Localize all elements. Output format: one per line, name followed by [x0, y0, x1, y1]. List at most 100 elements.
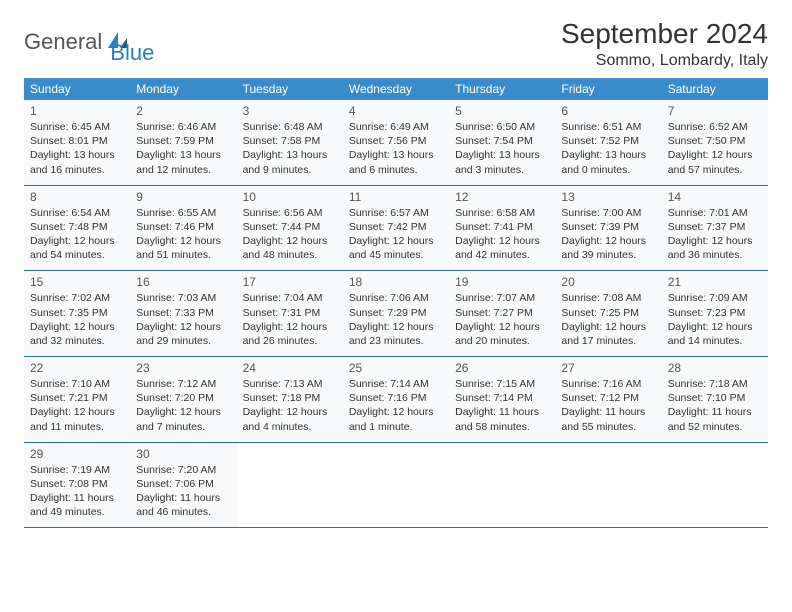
sunrise-line: Sunrise: 6:54 AM — [30, 206, 124, 220]
day-header-tue: Tuesday — [237, 78, 343, 100]
sunrise-line: Sunrise: 7:20 AM — [136, 463, 230, 477]
daylight-line: and 57 minutes. — [668, 163, 762, 177]
day-number: 30 — [136, 447, 230, 461]
empty-cell — [449, 442, 555, 528]
daylight-line: Daylight: 12 hours — [455, 234, 549, 248]
sunrise-line: Sunrise: 7:19 AM — [30, 463, 124, 477]
day-number: 24 — [243, 361, 337, 375]
day-cell: 16Sunrise: 7:03 AMSunset: 7:33 PMDayligh… — [130, 271, 236, 357]
daylight-line: and 32 minutes. — [30, 334, 124, 348]
day-cell: 19Sunrise: 7:07 AMSunset: 7:27 PMDayligh… — [449, 271, 555, 357]
sunset-line: Sunset: 7:33 PM — [136, 306, 230, 320]
day-number: 28 — [668, 361, 762, 375]
day-number: 29 — [30, 447, 124, 461]
day-cell: 11Sunrise: 6:57 AMSunset: 7:42 PMDayligh… — [343, 185, 449, 271]
sunrise-line: Sunrise: 6:48 AM — [243, 120, 337, 134]
day-number: 7 — [668, 104, 762, 118]
day-number: 11 — [349, 190, 443, 204]
empty-cell — [555, 442, 661, 528]
day-number: 15 — [30, 275, 124, 289]
week-row: 15Sunrise: 7:02 AMSunset: 7:35 PMDayligh… — [24, 271, 768, 357]
daylight-line: Daylight: 11 hours — [668, 405, 762, 419]
day-cell: 5Sunrise: 6:50 AMSunset: 7:54 PMDaylight… — [449, 100, 555, 185]
day-cell: 30Sunrise: 7:20 AMSunset: 7:06 PMDayligh… — [130, 442, 236, 528]
sunset-line: Sunset: 7:23 PM — [668, 306, 762, 320]
daylight-line: and 51 minutes. — [136, 248, 230, 262]
daylight-line: and 45 minutes. — [349, 248, 443, 262]
sunset-line: Sunset: 7:10 PM — [668, 391, 762, 405]
brand-text-1: General — [24, 29, 102, 55]
day-number: 26 — [455, 361, 549, 375]
sunset-line: Sunset: 7:54 PM — [455, 134, 549, 148]
month-title: September 2024 — [561, 18, 768, 50]
week-row: 29 Sunrise: 7:19 AMSunset: 7:08 PM Dayligh… — [24, 442, 768, 528]
sunrise-line: Sunrise: 7:10 AM — [30, 377, 124, 391]
daylight-line: and 12 minutes. — [136, 163, 230, 177]
daylight-line: and 1 minute. — [349, 420, 443, 434]
day-number: 14 — [668, 190, 762, 204]
daylight-line: Daylight: 12 hours — [30, 234, 124, 248]
daylight-line: and 6 minutes. — [349, 163, 443, 177]
empty-cell — [237, 442, 343, 528]
daylight-line: Daylight: 12 hours — [668, 234, 762, 248]
day-number: 22 — [30, 361, 124, 375]
daylight-line: and 3 minutes. — [455, 163, 549, 177]
sunrise-line: Sunrise: 6:55 AM — [136, 206, 230, 220]
daylight-line: and 29 minutes. — [136, 334, 230, 348]
day-number: 16 — [136, 275, 230, 289]
sunset-line: Sunset: 7:21 PM — [30, 391, 124, 405]
day-number: 8 — [30, 190, 124, 204]
daylight-line: and 7 minutes. — [136, 420, 230, 434]
daylight-line: and 52 minutes. — [668, 420, 762, 434]
daylight-line: Daylight: 12 hours — [30, 320, 124, 334]
daylight-line: Daylight: 11 hours — [455, 405, 549, 419]
day-number: 6 — [561, 104, 655, 118]
sunrise-line: Sunrise: 6:57 AM — [349, 206, 443, 220]
daylight-line: and 39 minutes. — [561, 248, 655, 262]
sunset-line: Sunset: 7:58 PM — [243, 134, 337, 148]
sunrise-line: Sunrise: 6:50 AM — [455, 120, 549, 134]
sunset-line: Sunset: 7:56 PM — [349, 134, 443, 148]
day-number: 9 — [136, 190, 230, 204]
daylight-line: Daylight: 12 hours — [561, 234, 655, 248]
sunset-line: Sunset: 8:01 PM — [30, 134, 124, 148]
sunset-line: Sunset: 7:37 PM — [668, 220, 762, 234]
sunrise-line: Sunrise: 7:06 AM — [349, 291, 443, 305]
empty-cell — [662, 442, 768, 528]
daylight-line: and 9 minutes. — [243, 163, 337, 177]
daylight-line: and 54 minutes. — [30, 248, 124, 262]
daylight-line: and 26 minutes. — [243, 334, 337, 348]
sunrise-line: Sunrise: 7:09 AM — [668, 291, 762, 305]
daylight-line: and 0 minutes. — [561, 163, 655, 177]
sunrise-line: Sunrise: 6:58 AM — [455, 206, 549, 220]
sunrise-line: Sunrise: 7:08 AM — [561, 291, 655, 305]
daylight-line: Daylight: 11 hours — [136, 491, 230, 505]
daylight-line: Daylight: 12 hours — [668, 148, 762, 162]
day-number: 10 — [243, 190, 337, 204]
daylight-line: Daylight: 12 hours — [561, 320, 655, 334]
daylight-line: and 23 minutes. — [349, 334, 443, 348]
sunrise-line: Sunrise: 7:16 AM — [561, 377, 655, 391]
day-number: 21 — [668, 275, 762, 289]
day-cell: 14Sunrise: 7:01 AMSunset: 7:37 PMDayligh… — [662, 185, 768, 271]
day-cell: 23Sunrise: 7:12 AMSunset: 7:20 PMDayligh… — [130, 357, 236, 443]
daylight-line: and 4 minutes. — [243, 420, 337, 434]
sunrise-line: Sunrise: 7:12 AM — [136, 377, 230, 391]
day-header-thu: Thursday — [449, 78, 555, 100]
day-cell: 25Sunrise: 7:14 AMSunset: 7:16 PMDayligh… — [343, 357, 449, 443]
sunset-line: Sunset: 7:52 PM — [561, 134, 655, 148]
sunrise-line: Sunrise: 7:07 AM — [455, 291, 549, 305]
daylight-line: and 42 minutes. — [455, 248, 549, 262]
sunset-line: Sunset: 7:20 PM — [136, 391, 230, 405]
sunset-line: Sunset: 7:08 PM — [30, 477, 124, 491]
daylight-line: Daylight: 12 hours — [243, 405, 337, 419]
day-cell: 18Sunrise: 7:06 AMSunset: 7:29 PMDayligh… — [343, 271, 449, 357]
sunrise-line: Sunrise: 6:46 AM — [136, 120, 230, 134]
sunrise-line: Sunrise: 7:04 AM — [243, 291, 337, 305]
day-number: 18 — [349, 275, 443, 289]
sunset-line: Sunset: 7:59 PM — [136, 134, 230, 148]
day-header-sun: Sunday — [24, 78, 130, 100]
daylight-line: Daylight: 12 hours — [243, 320, 337, 334]
sunset-line: Sunset: 7:35 PM — [30, 306, 124, 320]
daylight-line: Daylight: 12 hours — [349, 405, 443, 419]
